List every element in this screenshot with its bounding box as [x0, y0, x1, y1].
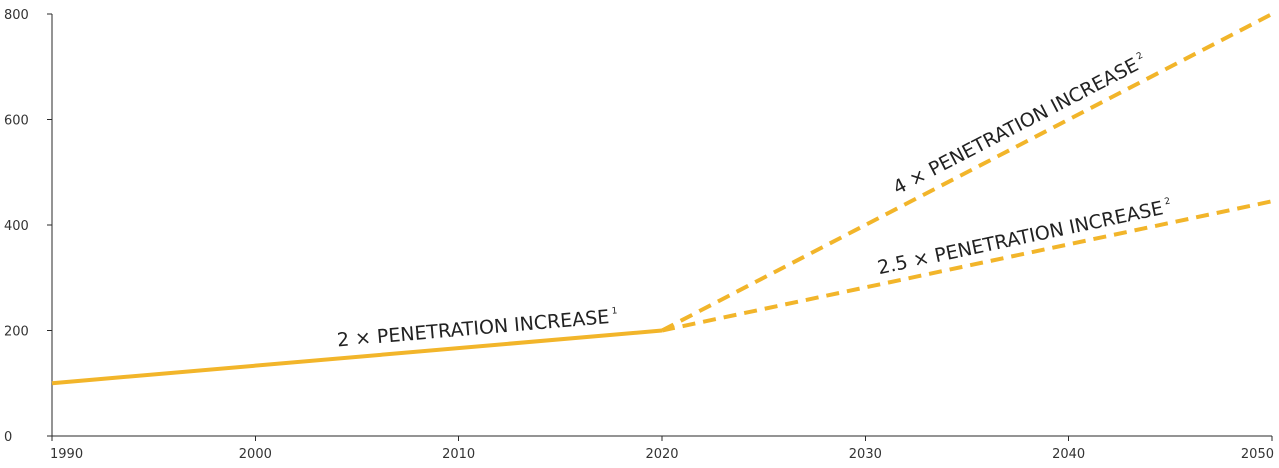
annotation-text: 2.5 × PENETRATION INCREASE — [876, 197, 1165, 279]
annotation-low: 2.5 × PENETRATION INCREASE2 — [876, 195, 1174, 279]
annotation-footnote-marker: 1 — [611, 306, 618, 316]
x-tick-label: 2030 — [849, 447, 882, 462]
y-axis-ticks: 0 200 400 600 800 — [4, 8, 52, 445]
x-tick-label: 2050 — [1241, 447, 1274, 462]
x-axis-ticks: 1990 2000 2010 2020 2030 2040 2050 — [50, 436, 1274, 462]
annotation-footnote-marker: 2 — [1164, 196, 1172, 207]
y-tick-label: 0 — [4, 430, 12, 445]
series-layer — [51, 12, 1273, 386]
series-line-historic — [51, 328, 663, 386]
x-tick-label: 2040 — [1052, 447, 1085, 462]
y-tick-label: 200 — [4, 325, 29, 340]
annotation-layer: 2 × PENETRATION INCREASE1 4 × PENETRATION… — [336, 50, 1174, 352]
axes: 1990 2000 2010 2020 2030 2040 2050 0 200 400 600 8… — [4, 8, 1274, 462]
annotation-text: 2 × PENETRATION INCREASE — [336, 306, 610, 351]
x-tick-label: 1990 — [50, 447, 83, 462]
x-tick-label: 2000 — [239, 447, 272, 462]
annotation-label: 4 × PENETRATION INCREASE2 — [890, 50, 1150, 199]
y-tick-label: 400 — [4, 219, 29, 234]
annotation-footnote-marker: 2 — [1135, 51, 1145, 63]
annotation-high: 4 × PENETRATION INCREASE2 — [890, 50, 1150, 199]
annotation-text: 4 × PENETRATION INCREASE — [890, 54, 1143, 199]
series-line-high — [661, 12, 1273, 333]
y-tick-label: 800 — [4, 8, 29, 23]
x-tick-label: 2020 — [645, 447, 678, 462]
x-tick-label: 2010 — [442, 447, 475, 462]
series-line-low — [661, 199, 1273, 333]
annotation-label: 2.5 × PENETRATION INCREASE2 — [876, 195, 1174, 279]
y-tick-label: 600 — [4, 114, 29, 129]
